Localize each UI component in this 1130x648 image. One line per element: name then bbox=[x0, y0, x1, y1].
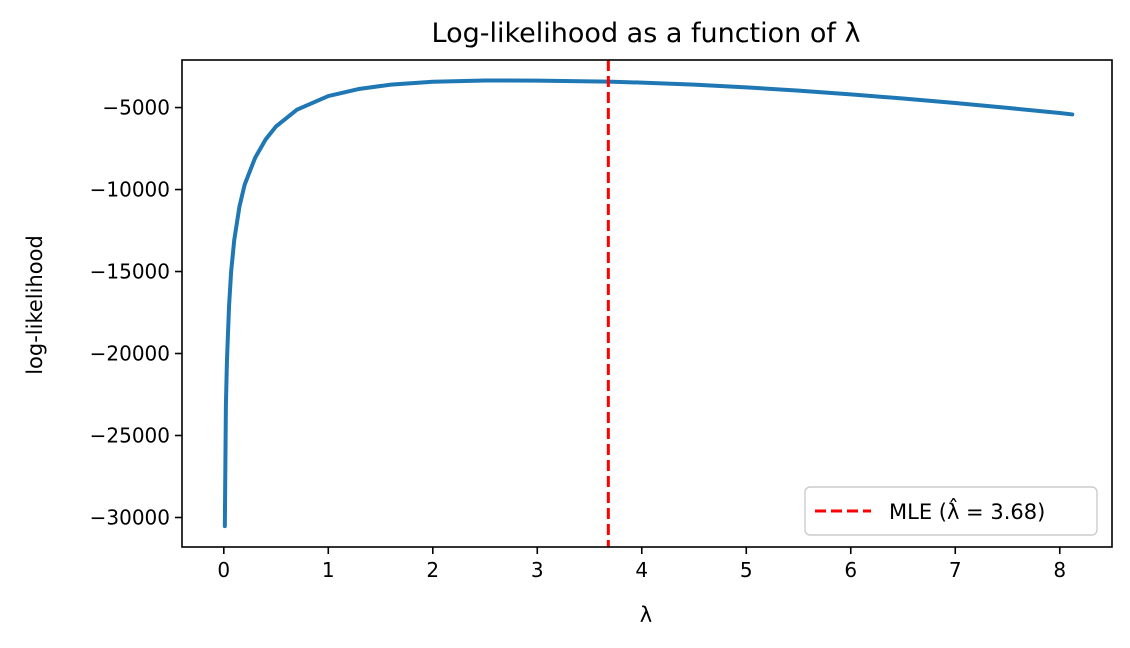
x-tick-label: 2 bbox=[426, 558, 439, 582]
y-tick-label: −20000 bbox=[90, 342, 170, 366]
y-tick-label: −30000 bbox=[90, 505, 170, 529]
x-tick-label: 5 bbox=[740, 558, 753, 582]
x-tick-label: 6 bbox=[844, 558, 857, 582]
x-axis-label: λ bbox=[640, 603, 652, 627]
y-tick-label: −15000 bbox=[90, 260, 170, 284]
x-tick-label: 4 bbox=[635, 558, 648, 582]
chart-title: Log-likelihood as a function of λ bbox=[432, 18, 861, 49]
legend: MLE (λ̂ = 3.68) bbox=[804, 486, 1098, 536]
legend-label: MLE (λ̂ = 3.68) bbox=[889, 498, 1045, 524]
legend-box bbox=[804, 486, 1098, 536]
x-tick-label: 7 bbox=[949, 558, 962, 582]
y-tick-label: −5000 bbox=[102, 96, 170, 120]
x-tick-label: 3 bbox=[531, 558, 544, 582]
y-tick-label: −25000 bbox=[90, 423, 170, 447]
x-tick-label: 8 bbox=[1053, 558, 1066, 582]
y-axis-label: log-likelihood bbox=[23, 235, 47, 375]
x-tick-label: 1 bbox=[322, 558, 335, 582]
series-line bbox=[222, 78, 1075, 529]
axes-frame bbox=[181, 59, 1113, 548]
x-tick-label: 0 bbox=[217, 558, 230, 582]
y-tick-label: −10000 bbox=[90, 178, 170, 202]
plot-area: 0 1 2 3 4 5 6 7 8 −5000 −10000 −15000 −20000 −25000 −3… bbox=[90, 59, 1113, 582]
